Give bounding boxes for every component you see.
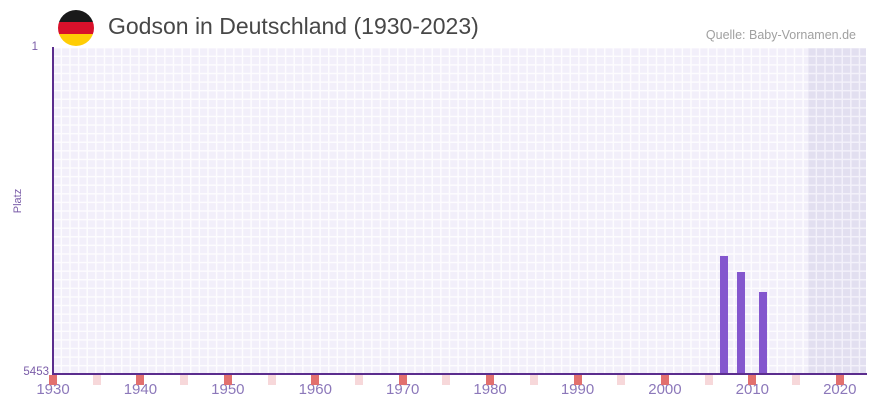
x-axis-label-1970: 1970 (385, 381, 420, 398)
y-axis-line (52, 47, 54, 375)
bar-2017[interactable] (759, 292, 767, 374)
flag-band-red (58, 21, 94, 34)
tick-mark-1945 (180, 375, 189, 385)
tick-mark-1955 (267, 375, 276, 385)
y-axis-title: Platz (12, 188, 24, 214)
x-axis-label-1990: 1990 (560, 381, 595, 398)
x-axis-label-2010: 2010 (735, 381, 770, 398)
x-axis-label-1960: 1960 (298, 381, 332, 398)
bar-2011[interactable] (720, 256, 728, 374)
tick-mark-2015 (792, 375, 801, 385)
tick-mark-1960 (311, 375, 320, 385)
tick-mark-2020 (835, 375, 844, 385)
flag-band-black (58, 10, 94, 22)
y-axis-top-label: 1 (31, 41, 38, 53)
x-axis-label-2000: 2000 (648, 381, 682, 398)
plot-area (53, 48, 866, 374)
tick-mark-2010 (748, 375, 757, 385)
tick-mark-1990 (573, 375, 582, 385)
grid-lines (53, 48, 866, 374)
chart-title: Godson in Deutschland (1930-2023) (108, 13, 479, 39)
flag-band-gold (58, 33, 94, 46)
x-axis-label-1930: 1930 (36, 381, 70, 398)
tick-mark-1950 (223, 375, 232, 385)
source-attribution: Quelle: Baby-Vornamen.de (705, 28, 856, 42)
tick-mark-1975 (442, 375, 451, 385)
x-axis-label-2020: 2020 (823, 381, 857, 398)
shaded-region-grid (808, 48, 866, 374)
tick-mark-2000 (660, 375, 669, 385)
bar-2014[interactable] (737, 272, 745, 374)
x-axis-label-1980: 1980 (473, 381, 507, 398)
german-flag-icon (58, 10, 94, 46)
tick-mark-1970 (398, 375, 407, 385)
tick-mark-1995 (617, 375, 626, 385)
tick-mark-1980 (486, 375, 495, 385)
tick-mark-1935 (92, 375, 101, 385)
x-axis-label-1950: 1950 (211, 381, 245, 398)
tick-mark-1930 (49, 375, 57, 385)
tick-mark-1940 (136, 375, 145, 385)
x-axis-line (52, 373, 867, 375)
x-axis-label-1940: 1940 (123, 381, 158, 398)
tick-mark-1965 (354, 375, 363, 385)
y-axis-bottom-label: 5453 (23, 366, 49, 378)
tick-mark-1985 (529, 375, 538, 385)
tick-mark-2005 (704, 375, 713, 385)
